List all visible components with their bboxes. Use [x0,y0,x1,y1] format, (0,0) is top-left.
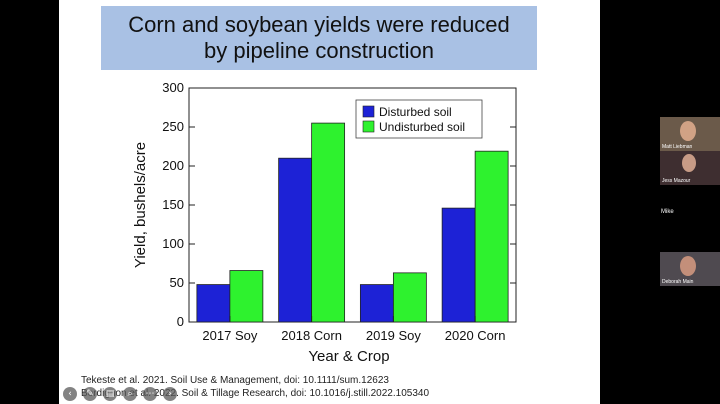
y-tick-label: 150 [162,197,184,212]
x-axis-title: Year & Crop [308,348,389,365]
slide-title-box: Corn and soybean yields were reduced by … [101,6,537,70]
y-tick-label: 250 [162,119,184,134]
legend-label-0: Disturbed soil [379,105,452,119]
back-icon[interactable]: ‹ [63,387,77,401]
x-axis-labels: 2017 Soy 2018 Corn 2019 Soy 2020 Corn [202,316,505,343]
person-video-icon [682,154,696,172]
more-icon[interactable]: ⋯ [143,387,157,401]
y-tick-label: 200 [162,158,184,173]
participant-tile-2[interactable]: Jess Mazour [660,151,720,185]
zoom-icon[interactable]: ⌕ [123,387,137,401]
slides-icon[interactable]: ▤ [103,387,117,401]
y-tick-label: 50 [170,275,184,290]
bar-undisturbed-2 [392,272,427,323]
y-tick-label: 0 [177,314,184,329]
participant-name-mike[interactable]: Mike [661,209,674,215]
slide-toolbar: ‹ ✎ ▤ ⌕ ⋯ › [59,385,177,403]
forward-icon[interactable]: › [163,387,177,401]
legend-label-1: Undisturbed soil [379,120,465,134]
citation-tekeste: Tekeste et al. 2021. Soil Use & Manageme… [81,375,389,386]
participant-tile-1[interactable]: Matt Liebman [660,117,720,151]
x-tick-label: 2020 Corn [445,328,506,343]
bar-disturbed-0 [196,284,231,323]
y-axis-ticks: 0 50 100 150 200 250 300 [162,80,516,329]
bar-undisturbed-0 [229,270,264,323]
slide-title-line-1: Corn and soybean yields were reduced [128,12,510,37]
slide-title: Corn and soybean yields were reduced by … [101,12,537,64]
bar-undisturbed-3 [474,150,509,323]
presentation-slide: Corn and soybean yields were reduced by … [59,0,600,404]
person-video-icon [680,121,696,141]
participant-tile-4[interactable]: Deborah Main [660,252,720,286]
slide-title-line-2: by pipeline construction [204,38,434,63]
participant-name: Deborah Main [662,279,694,285]
yield-bar-chart: 0 50 100 150 200 250 300 2017 Soy 2018 Corn 2019… [132,80,517,365]
participant-name: Matt Liebman [662,144,693,150]
y-tick-label: 300 [162,80,184,95]
legend-swatch-1 [362,120,375,133]
x-tick-label: 2017 Soy [202,328,257,343]
bar-undisturbed-1 [311,122,346,323]
citations: Tekeste et al. 2021. Soil Use & Manageme… [81,374,429,400]
bar-disturbed-2 [359,284,394,323]
x-tick-label: 2018 Corn [281,328,342,343]
bar-disturbed-3 [441,207,476,323]
participants-panel: Matt Liebman Jess Mazour Mike Deborah Ma… [600,0,720,404]
participant-name: Jess Mazour [662,178,691,184]
y-tick-label: 100 [162,236,184,251]
legend-swatch-0 [362,105,375,118]
person-video-icon [680,256,696,276]
y-axis-title: Yield, bushels/acre [132,142,149,268]
x-tick-label: 2019 Soy [366,328,421,343]
pen-icon[interactable]: ✎ [83,387,97,401]
chart-bars [196,122,509,323]
legend-box [355,99,483,139]
citation-bordignon: Bordignon et al. 2022. Soil & Tillage Re… [81,388,430,399]
bar-disturbed-1 [278,157,313,323]
